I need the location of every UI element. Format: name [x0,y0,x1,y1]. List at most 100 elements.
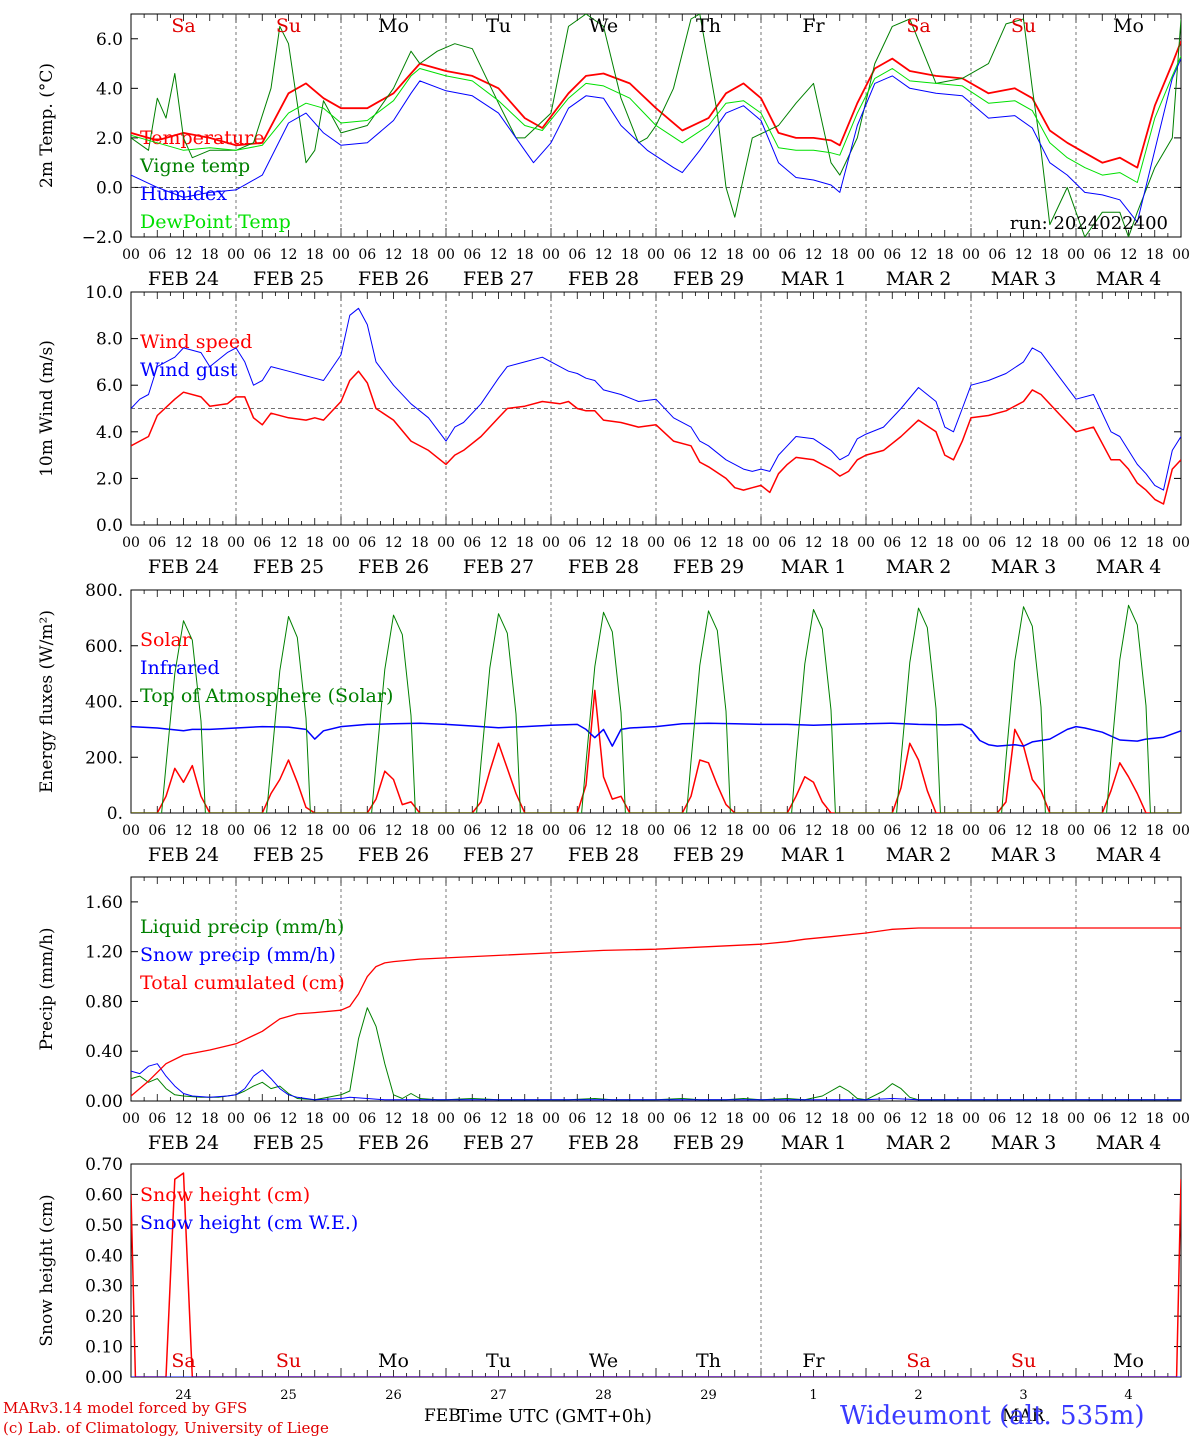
y-axis-label: Snow height (cm) [37,1194,57,1346]
day-label: FEB 29 [673,268,744,290]
series-line-3 [131,58,1181,223]
y-tick-label: 0.50 [85,1216,123,1236]
day-label: MAR 3 [991,556,1057,578]
series-line-1 [131,40,1181,169]
hour-tick-label: 00 [857,247,875,263]
day-label: MAR 2 [886,1132,952,1154]
hour-tick-label: 12 [805,1111,823,1127]
station-name: Wideumont (alt. 535m) [840,1401,1145,1431]
hour-tick-label: 06 [148,535,166,551]
hour-tick-label: 00 [1172,247,1190,263]
hour-tick-label: 18 [1146,1111,1164,1127]
day-label: FEB 28 [568,268,639,290]
hour-tick-label: 06 [463,823,481,839]
y-tick-label: 0.60 [85,1185,123,1205]
day-number-label: 24 [175,1388,192,1403]
y-axis-label: Precip (mm/h) [37,927,57,1050]
hour-tick-label: 18 [306,535,324,551]
hour-tick-label: 00 [1067,535,1085,551]
hour-tick-label: 18 [201,535,219,551]
hour-tick-label: 06 [778,535,796,551]
hour-tick-label: 12 [910,535,928,551]
day-label: MAR 4 [1096,1132,1162,1154]
hour-tick-label: 00 [962,535,980,551]
legend-entry: Liquid precip (mm/h) [140,916,344,938]
hour-tick-label: 18 [1041,823,1059,839]
day-label: FEB 24 [148,844,219,866]
hour-tick-label: 06 [1093,247,1111,263]
hour-tick-label: 00 [752,1111,770,1127]
footer-month-mar: MAR [1002,1406,1045,1426]
hour-tick-label: 12 [1120,1111,1138,1127]
hour-tick-label: 18 [726,247,744,263]
hour-tick-label: 06 [568,823,586,839]
hour-tick-label: 18 [936,1111,954,1127]
hour-tick-label: 00 [1067,1111,1085,1127]
hour-tick-label: 00 [332,1111,350,1127]
hour-tick-label: 18 [516,823,534,839]
hour-tick-label: 06 [253,823,271,839]
hour-tick-label: 06 [253,1111,271,1127]
hour-tick-label: 12 [595,823,613,839]
hour-tick-label: 12 [1015,535,1033,551]
day-number-label: 29 [700,1388,717,1403]
footer-month-feb: FEB [424,1406,461,1426]
hour-tick-label: 12 [595,1111,613,1127]
hour-tick-label: 06 [883,247,901,263]
day-label: FEB 24 [148,556,219,578]
y-tick-label: 600. [85,637,123,657]
hour-tick-label: 12 [700,247,718,263]
day-label: FEB 24 [148,268,219,290]
legend-entry: Infrared [140,657,220,679]
y-tick-label: 0.0 [96,516,123,536]
hour-tick-label: 00 [437,247,455,263]
legend-entry: Humidex [140,183,227,205]
hour-tick-label: 06 [988,823,1006,839]
hour-tick-label: 00 [437,1111,455,1127]
weekday-label: Su [276,1350,301,1372]
series-line-4 [131,55,1181,183]
day-label: FEB 29 [673,1132,744,1154]
hour-tick-label: 12 [805,535,823,551]
hour-tick-label: 06 [988,247,1006,263]
hour-tick-label: 12 [385,1111,403,1127]
day-label: FEB 29 [673,844,744,866]
hour-tick-label: 12 [280,823,298,839]
hour-tick-label: 00 [122,535,140,551]
y-axis-label: 10m Wind (m/s) [37,340,57,477]
series-line-3 [131,604,1181,813]
day-label: FEB 27 [463,1132,534,1154]
hour-tick-label: 00 [647,535,665,551]
weekday-label: Sa [906,1350,930,1372]
day-label: MAR 2 [886,556,952,578]
panel-1: −2.0 0.0 2.0 4.0 6.0 2m Temp. (°C) Temperature… [37,13,1190,290]
y-axis-label: 2m Temp. (°C) [37,63,57,188]
credit-line-2: (c) Lab. of Climatology, University of L… [3,1419,329,1437]
y-tick-label: −2.0 [82,228,123,248]
legend-entry: Total cumulated (cm) [140,972,345,994]
hour-tick-label: 00 [857,1111,875,1127]
hour-tick-label: 00 [332,247,350,263]
day-label: MAR 2 [886,268,952,290]
day-label: FEB 26 [358,268,429,290]
hour-tick-label: 18 [516,535,534,551]
hour-tick-label: 00 [647,823,665,839]
hour-tick-label: 06 [463,247,481,263]
panel-2: 0.0 2.0 4.0 6.0 8.0 10.0 10m Wind (m/s) Wind sp… [37,283,1190,578]
hour-tick-label: 12 [490,247,508,263]
day-label: FEB 27 [463,844,534,866]
weekday-label: Fr [802,15,825,37]
hour-tick-label: 00 [752,535,770,551]
hour-tick-label: 12 [805,247,823,263]
hour-tick-label: 00 [857,535,875,551]
y-tick-label: 6.0 [96,376,123,396]
hour-tick-label: 06 [148,1111,166,1127]
hour-tick-label: 00 [1172,823,1190,839]
hour-tick-label: 00 [122,1111,140,1127]
hour-tick-label: 00 [542,1111,560,1127]
day-label: FEB 25 [253,268,324,290]
day-number-label: 2 [914,1388,922,1403]
hour-tick-label: 00 [962,1111,980,1127]
hour-tick-label: 06 [1093,535,1111,551]
y-tick-label: 0.70 [85,1155,123,1175]
